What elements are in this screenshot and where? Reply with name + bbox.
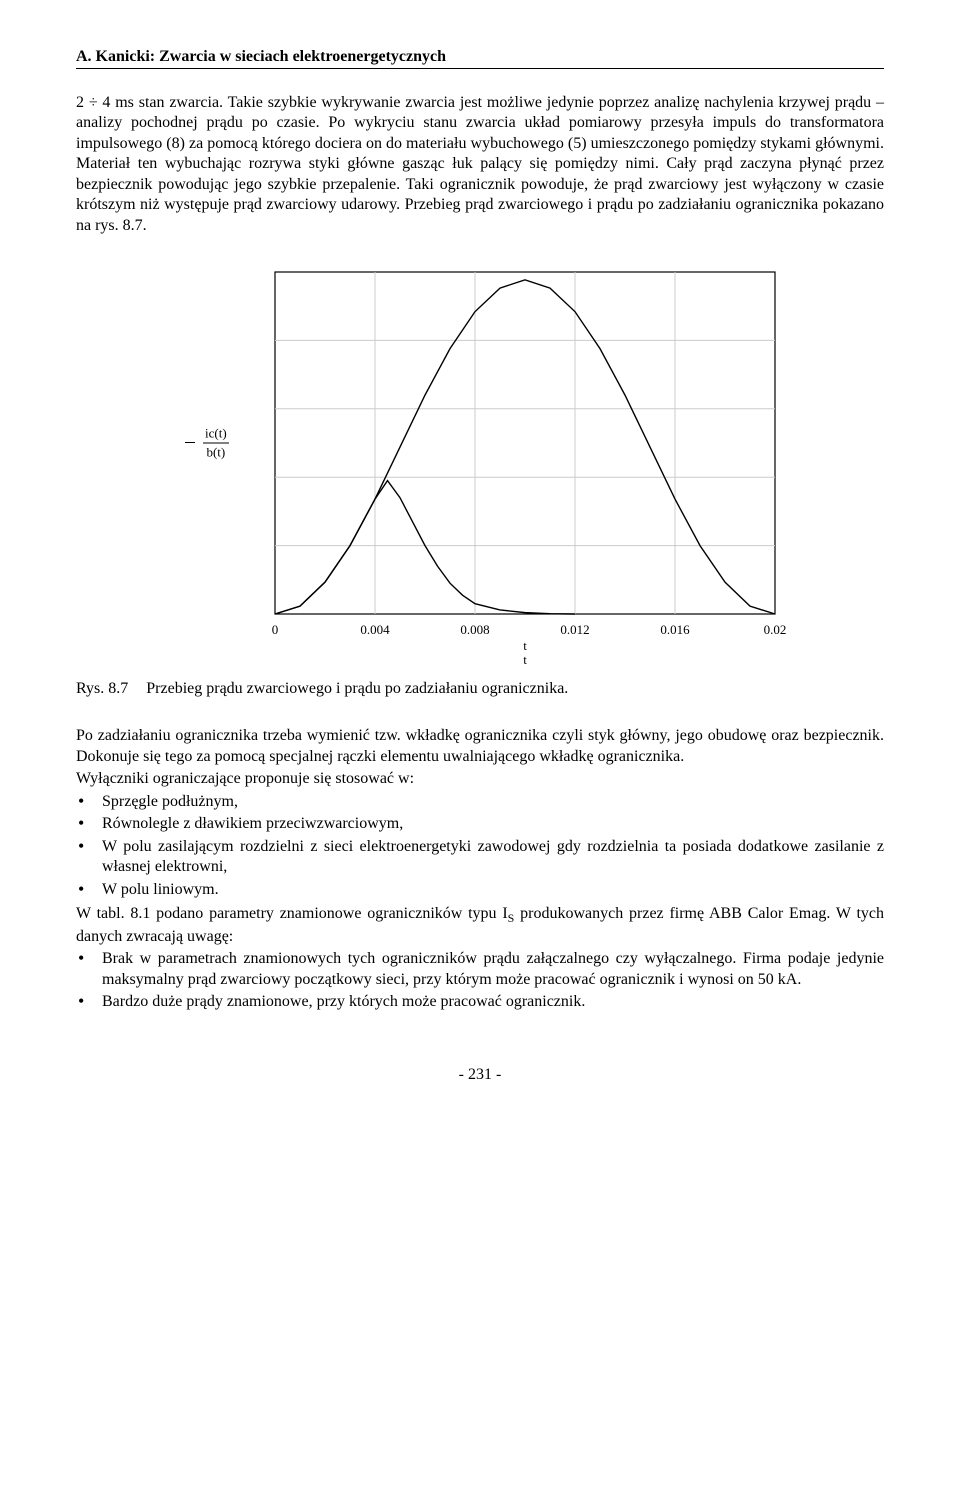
bullet-list-1: Sprzęgle podłużnym,Równolegle z dławikie…: [76, 792, 884, 900]
list-item: W polu zasilającym rozdzielni z sieci el…: [76, 837, 884, 878]
svg-text:0.016: 0.016: [660, 622, 690, 637]
svg-text:t: t: [523, 652, 527, 667]
figure-caption: Rys. 8.7 Przebieg prądu zwarciowego i pr…: [76, 680, 884, 698]
list-item: Bardzo duże prądy znamionowe, przy który…: [76, 992, 884, 1012]
list-item: Równolegle z dławikiem przeciwzwarciowym…: [76, 814, 884, 834]
page-header: A. Kanicki: Zwarcia w sieciach elektroen…: [76, 48, 884, 69]
svg-text:0.008: 0.008: [460, 622, 489, 637]
svg-text:0: 0: [272, 622, 279, 637]
svg-text:0.012: 0.012: [560, 622, 589, 637]
svg-text:0.02: 0.02: [764, 622, 787, 637]
y-axis-label: ic(t) b(t): [203, 426, 229, 461]
y-label-b: b(t): [203, 444, 229, 461]
svg-text:0.004: 0.004: [360, 622, 390, 637]
paragraph-1: 2 ÷ 4 ms stan zwarcia. Takie szybkie wyk…: [76, 93, 884, 236]
paragraph-3: Wyłączniki ograniczające proponuje się s…: [76, 769, 884, 789]
figure-caption-text: Przebieg prądu zwarciowego i prądu po za…: [146, 680, 568, 698]
para4-part-a: W tabl. 8.1 podano parametry znamionowe …: [76, 905, 508, 922]
y-label-ic: ic(t): [203, 426, 229, 444]
list-item: W polu liniowym.: [76, 880, 884, 900]
y-label-dash: [185, 442, 195, 443]
paragraph-2: Po zadziałaniu ogranicznika trzeba wymie…: [76, 726, 884, 767]
bullet-list-2: Brak w parametrach znamionowych tych ogr…: [76, 949, 884, 1012]
svg-text:t: t: [523, 638, 527, 653]
chart-svg: 0 0.004 0.008 0.012 0.016 0.02 tt: [165, 254, 795, 674]
paragraph-4: W tabl. 8.1 podano parametry znamionowe …: [76, 904, 884, 947]
figure-8-7: ic(t) b(t) 0 0.004 0.008 0.012 0.016 0.02 tt: [76, 254, 884, 674]
page-number: - 231 -: [76, 1066, 884, 1084]
list-item: Brak w parametrach znamionowych tych ogr…: [76, 949, 884, 990]
figure-label: Rys. 8.7: [76, 680, 146, 698]
list-item: Sprzęgle podłużnym,: [76, 792, 884, 812]
